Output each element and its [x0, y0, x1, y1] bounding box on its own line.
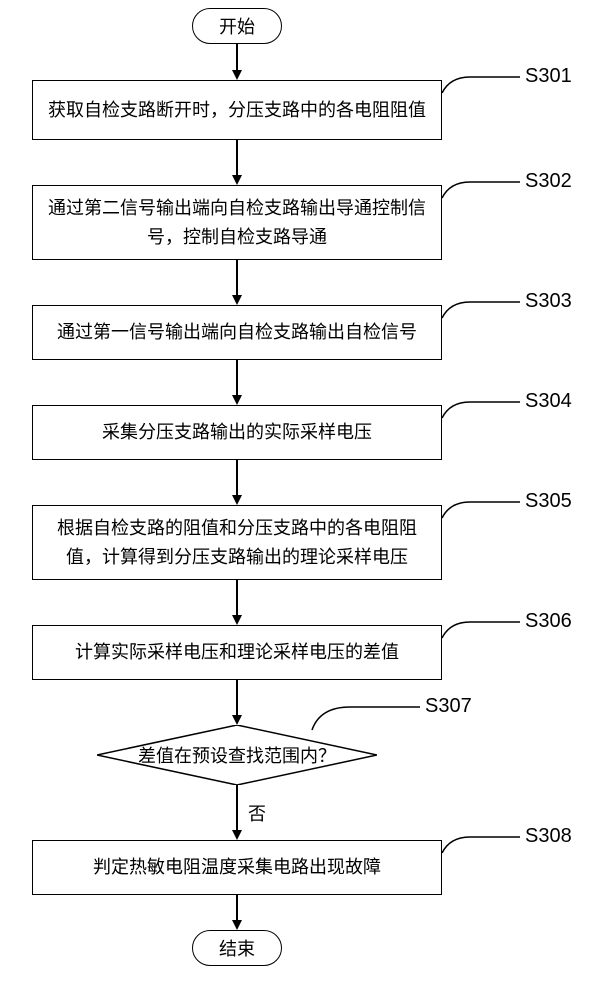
arrowhead — [232, 715, 242, 725]
arrow-line — [236, 460, 238, 497]
arrow-line — [236, 895, 238, 922]
leader-s305 — [440, 490, 530, 525]
arrow-line — [236, 360, 238, 397]
label-s306: S306 — [525, 610, 572, 633]
leader-s308 — [440, 825, 530, 860]
label-s301: S301 — [525, 65, 572, 88]
process-s306: 计算实际采样电压和理论采样电压的差值 — [32, 625, 442, 680]
label-s307: S307 — [425, 695, 472, 718]
process-s301-text: 获取自检支路断开时，分压支路中的各电阻阻值 — [48, 96, 426, 125]
process-s303-text: 通过第一信号输出端向自检支路输出自检信号 — [57, 318, 417, 347]
leader-s301 — [440, 65, 530, 100]
arrowhead — [232, 615, 242, 625]
label-s302: S302 — [525, 170, 572, 193]
label-s304: S304 — [525, 390, 572, 413]
label-s308: S308 — [525, 825, 572, 848]
arrowhead — [232, 495, 242, 505]
arrow-line — [236, 785, 238, 832]
leader-s307 — [310, 695, 430, 735]
arrowhead — [232, 920, 242, 930]
arrow-line — [236, 140, 238, 177]
label-s303: S303 — [525, 290, 572, 313]
terminal-end-text: 结束 — [219, 935, 255, 961]
arrowhead — [232, 830, 242, 840]
process-s303: 通过第一信号输出端向自检支路输出自检信号 — [32, 305, 442, 360]
arrow-line — [236, 580, 238, 617]
process-s302: 通过第二信号输出端向自检支路输出导通控制信号，控制自检支路导通 — [32, 185, 442, 260]
arrowhead — [232, 295, 242, 305]
arrowhead — [232, 395, 242, 405]
process-s308-text: 判定热敏电阻温度采集电路出现故障 — [93, 853, 381, 882]
edge-label-no: 否 — [248, 800, 266, 826]
process-s305-text: 根据自检支路的阻值和分压支路中的各电阻阻值，计算得到分压支路输出的理论采样电压 — [45, 514, 429, 572]
terminal-end: 结束 — [192, 930, 282, 966]
process-s304: 采集分压支路输出的实际采样电压 — [32, 405, 442, 460]
terminal-start: 开始 — [192, 8, 282, 44]
process-s306-text: 计算实际采样电压和理论采样电压的差值 — [75, 638, 399, 667]
arrowhead — [232, 70, 242, 80]
leader-s303 — [440, 290, 530, 325]
decision-s307-text: 差值在预设查找范围内？ — [138, 742, 336, 768]
arrow-line — [236, 260, 238, 297]
process-s308: 判定热敏电阻温度采集电路出现故障 — [32, 840, 442, 895]
leader-s306 — [440, 610, 530, 645]
flowchart-container: 开始 获取自检支路断开时，分压支路中的各电阻阻值 S301 通过第二信号输出端向… — [0, 0, 598, 1000]
arrowhead — [232, 175, 242, 185]
leader-s304 — [440, 390, 530, 425]
process-s301: 获取自检支路断开时，分压支路中的各电阻阻值 — [32, 80, 442, 140]
process-s304-text: 采集分压支路输出的实际采样电压 — [102, 418, 372, 447]
process-s302-text: 通过第二信号输出端向自检支路输出导通控制信号，控制自检支路导通 — [45, 194, 429, 252]
leader-s302 — [440, 170, 530, 205]
arrow-line — [236, 44, 238, 72]
terminal-start-text: 开始 — [219, 13, 255, 39]
label-s305: S305 — [525, 490, 572, 513]
process-s305: 根据自检支路的阻值和分压支路中的各电阻阻值，计算得到分压支路输出的理论采样电压 — [32, 505, 442, 580]
arrow-line — [236, 680, 238, 717]
